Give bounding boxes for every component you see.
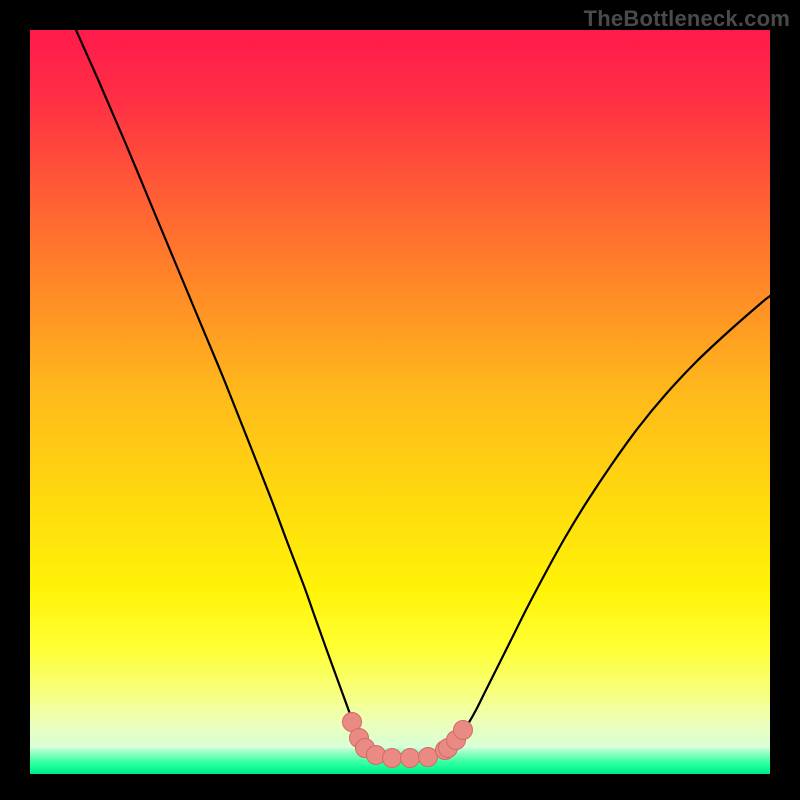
watermark-text: TheBottleneck.com: [584, 6, 790, 32]
outer-frame: TheBottleneck.com: [0, 0, 800, 800]
plot-area: [30, 30, 770, 774]
bottleneck-curve: [30, 30, 770, 774]
curve-marker: [400, 748, 420, 768]
curve-marker: [382, 748, 402, 768]
curve-marker: [453, 720, 473, 740]
curve-path: [76, 30, 770, 758]
